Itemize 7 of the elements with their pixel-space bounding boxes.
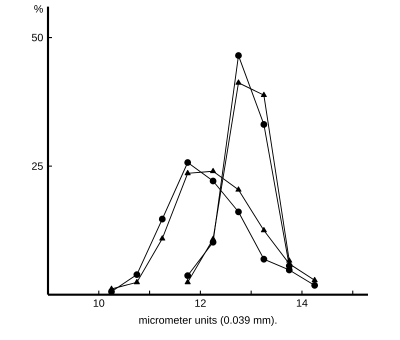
y-tick-label: 25 — [32, 162, 43, 170]
x-tick-label: 10 — [94, 299, 104, 307]
x-tick-label: 14 — [296, 299, 308, 307]
x-tick-label: 12 — [195, 299, 206, 307]
x-axis-title: micrometer units (0.039 mm). — [139, 316, 276, 326]
y-tick-label: 50 — [32, 34, 43, 42]
y-axis-title: % — [34, 5, 43, 13]
